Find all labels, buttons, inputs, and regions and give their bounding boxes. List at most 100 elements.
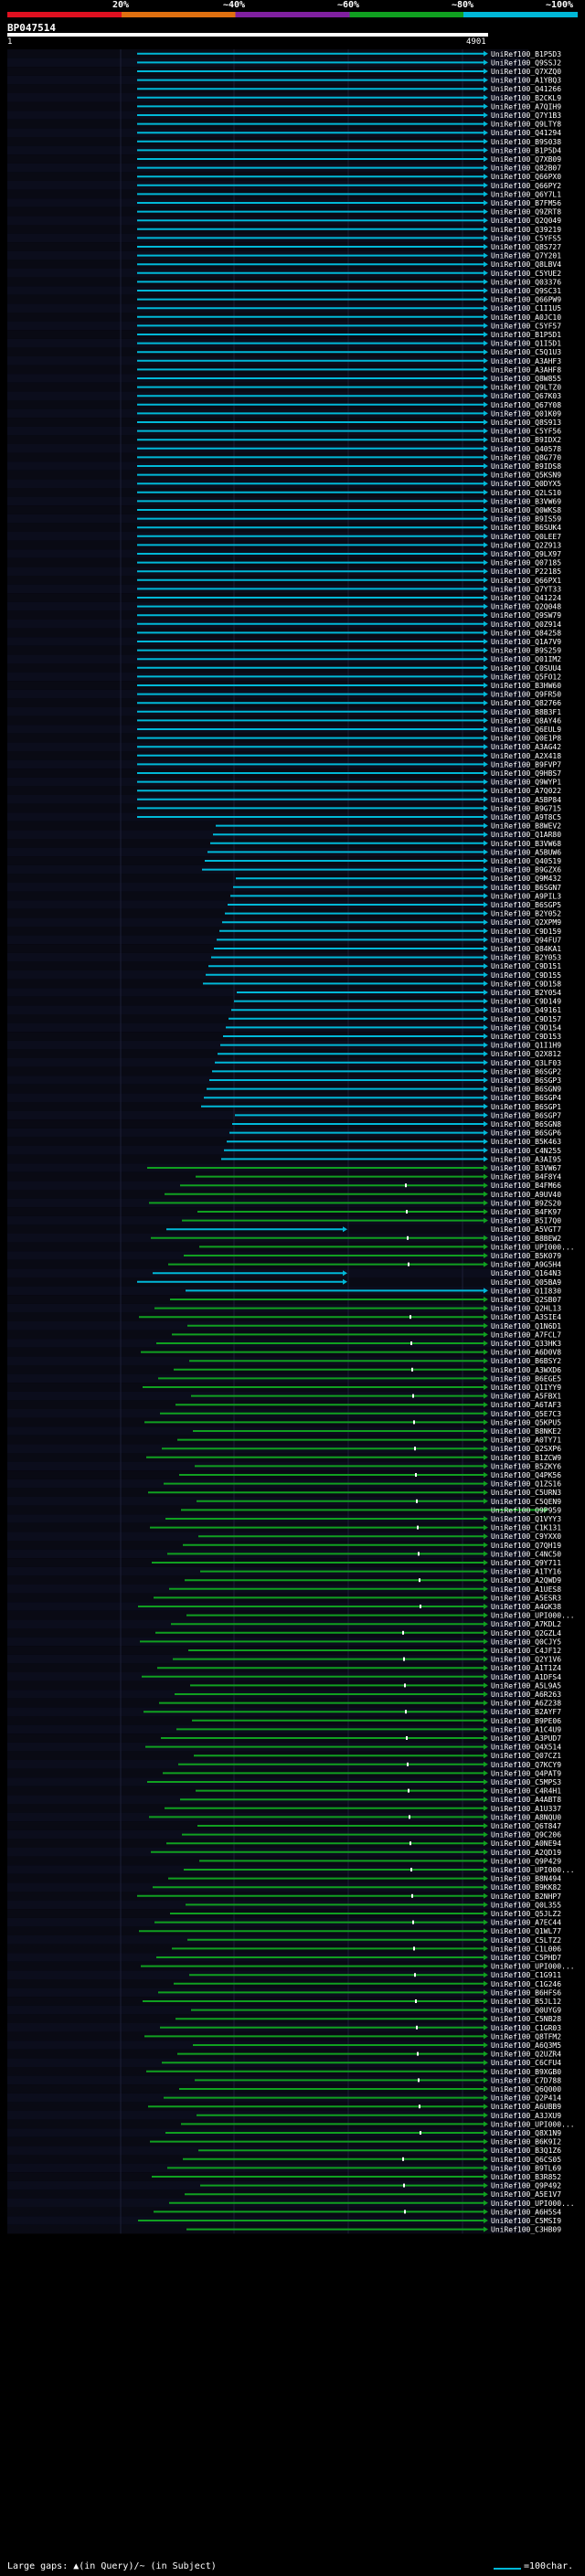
hit-label: UniRef100_Q1A7V9 [491,638,561,646]
hit-label: UniRef100_A1TY16 [491,1568,561,1576]
hit-label: UniRef100_Q5E7C3 [491,1410,561,1418]
hit-arrow [484,2033,488,2040]
hit-label: UniRef100_C5YUE2 [491,270,561,278]
hit-arrow [484,1980,488,1987]
hit-label: UniRef100_B5K463 [491,1138,561,1146]
hit-label: UniRef100_A6TAF3 [491,1401,561,1409]
hit-arrow [484,1121,488,1127]
hit-label: UniRef100_Q84KA1 [491,945,561,953]
footer-legend: Large gaps: ▲(in Query)/~ (in Subject) =… [0,2560,585,2576]
hit-label: UniRef100_C0SUU4 [491,664,561,673]
hit-arrow [484,1761,488,1767]
hit-arrow [484,805,488,811]
hit-arrow [484,1410,488,1416]
hit-label: UniRef100_A0TY71 [491,1436,561,1445]
hit-label: UniRef100_Q2XPM9 [491,918,561,927]
hit-arrow [484,1480,488,1487]
hit-label: UniRef100_Q2Q048 [491,603,561,611]
hit-arrow [484,174,488,180]
hit-arrow [484,2121,488,2127]
hit-label: UniRef100_C9YXX0 [491,1532,561,1541]
hit-label: UniRef100_C9D157 [491,1015,561,1023]
hit-label: UniRef100_Q33HK3 [491,1340,561,1348]
hit-arrow [484,2007,488,2013]
hit-arrow [484,656,488,663]
gap-marker [418,1552,420,1556]
hit-arrow [484,481,488,487]
gap-marker [404,2210,406,2214]
hit-arrow [484,77,488,83]
hit-arrow [484,1972,488,1978]
hit-label: UniRef100_C5YFS5 [491,234,561,242]
hit-arrow [484,164,488,171]
hit-label: UniRef100_Q9LX97 [491,550,561,558]
hit-arrow [484,50,488,57]
hit-label: UniRef100_Q9P959 [491,1506,561,1514]
hit-label: UniRef100_A2QD19 [491,1849,561,1857]
hit-arrow [484,1612,488,1618]
hit-label: UniRef100_A6Q3M5 [491,2041,561,2050]
hit-label: UniRef100_Q66PW9 [491,296,561,304]
hit-label: UniRef100_Q01IM2 [491,655,561,663]
hit-arrow [484,1700,488,1706]
hit-label: UniRef100_B9IDS8 [491,462,561,471]
hit-label: UniRef100_B6BSY2 [491,1357,561,1365]
hit-arrow [484,937,488,943]
hit-arrow [484,866,488,873]
hit-label: UniRef100_B5ZKY6 [491,1462,561,1470]
hit-arrow [484,1191,488,1197]
hit-arrow [484,69,488,74]
gap-marker [415,1999,417,2003]
hit-label: UniRef100_B8WEV2 [491,822,561,831]
hit-label: UniRef100_B6SUK4 [491,524,561,532]
hit-arrow [484,1165,488,1171]
hit-label: UniRef100_B6SGP4 [491,1094,561,1102]
hit-label: UniRef100_B9IDX2 [491,436,561,444]
hit-arrow [484,1787,488,1794]
hit-label: UniRef100_A8NQU0 [491,1813,561,1821]
hit-arrow [484,1691,488,1697]
hit-arrow [484,1217,488,1224]
hit-label: UniRef100_Q9SSJ2 [491,58,561,67]
hit-arrow [484,1726,488,1733]
hit-arrow [343,1226,347,1233]
hit-arrow [484,568,488,575]
hit-label: UniRef100_A7KDL2 [491,1620,561,1628]
hit-label: UniRef100_Q4PAT9 [491,1769,561,1777]
hit-label: UniRef100_Q9LTZ0 [491,384,561,392]
hit-arrow [484,323,488,329]
hit-label: UniRef100_Q8S727 [491,243,561,251]
hit-label: UniRef100_C5NB28 [491,2015,561,2023]
hit-label: UniRef100_B8NKE2 [491,1427,561,1436]
hit-label: UniRef100_Q41294 [491,129,561,137]
hit-arrow [484,559,488,566]
hit-arrow [484,489,488,495]
hit-label: UniRef100_Q2HL13 [491,1305,561,1313]
hit-arrow [484,1814,488,1820]
hit-arrow [484,1077,488,1083]
hit-label: UniRef100_Q40578 [491,445,561,453]
hit-arrow [484,463,488,469]
hit-arrow [484,796,488,802]
hit-label: UniRef100_A9UV40 [491,1191,561,1199]
hit-label: UniRef100_Q9P492 [491,2182,561,2190]
hit-label: UniRef100_Q2X812 [491,1050,561,1058]
hit-label: UniRef100_Q4X514 [491,1744,561,1752]
hit-arrow [484,1086,488,1092]
hit-arrow [484,595,488,600]
hit-arrow [484,1648,488,1653]
hit-arrow [343,1270,347,1277]
hit-arrow [484,1665,488,1671]
hit-label: UniRef100_B9ZS20 [491,1199,561,1207]
hit-arrow [484,577,488,583]
hit-label: UniRef100_C5Q1U3 [491,348,561,356]
hit-arrow [484,1446,488,1452]
hit-label: UniRef100_Q05BA9 [491,1278,561,1287]
hit-label: UniRef100_A7QIH9 [491,102,561,111]
hit-arrow [484,366,488,373]
hit-arrow [484,1454,488,1460]
header-panel: 20% ~40% ~60% ~80% ~100% BP047514 1 4901 [0,0,585,55]
hit-arrow [484,2156,488,2162]
hit-label: UniRef100_A5BP84 [491,796,561,804]
hit-label: UniRef100_B2Y054 [491,989,561,997]
